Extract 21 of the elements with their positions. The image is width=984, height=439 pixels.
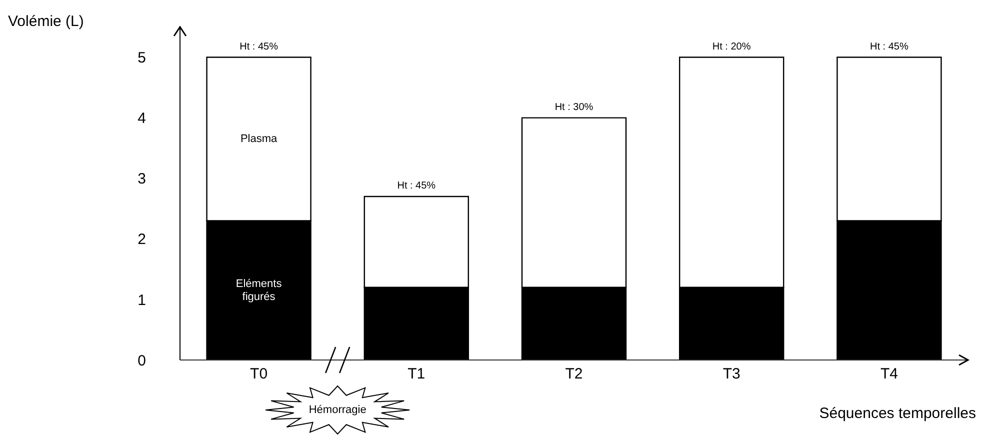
y-tick-label: 4 <box>138 110 146 128</box>
series-label: Eléments figurés <box>236 278 282 303</box>
series-label: Plasma <box>240 132 278 145</box>
annotation: Ht : 30% <box>554 102 594 113</box>
y-tick-label: 5 <box>138 50 146 67</box>
x-tick-label: T4 <box>880 366 898 383</box>
x-tick-label: T2 <box>565 366 583 383</box>
x-tick-label: T3 <box>722 366 740 383</box>
y-tick-label: 2 <box>138 231 146 248</box>
annotation: Ht : 20% <box>712 41 751 52</box>
x-axis-title: Séquences temporelles <box>819 405 976 422</box>
x-tick-label: T1 <box>408 366 426 383</box>
annotation: Ht : 45% <box>397 180 436 192</box>
annotation: Ht : 45% <box>870 41 908 52</box>
annotation: Ht : 45% <box>240 41 278 52</box>
x-tick-label: T0 <box>250 366 268 383</box>
text: Hémorragie <box>308 404 366 416</box>
y-tick-label: 1 <box>138 292 146 309</box>
y-tick-label: 3 <box>138 170 146 188</box>
y-tick-label: 0 <box>138 352 146 370</box>
y-axis-title: Volémie (L) <box>8 12 84 30</box>
